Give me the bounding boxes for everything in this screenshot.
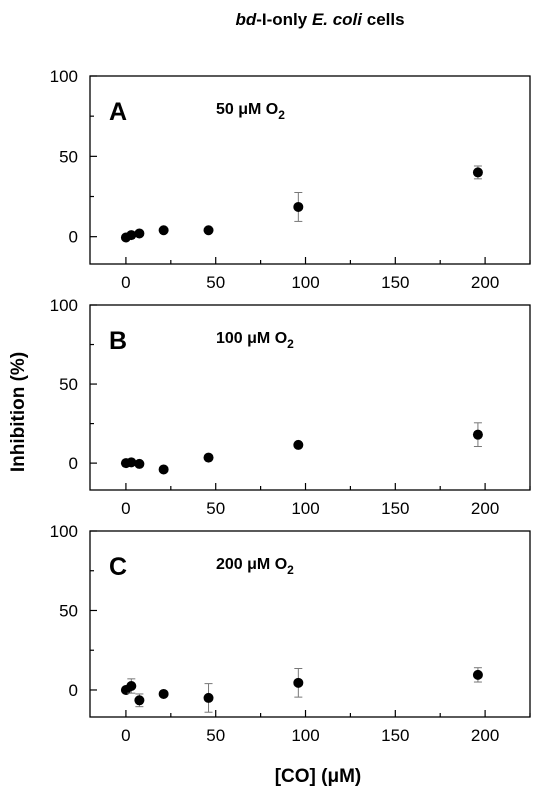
- o2-annotation: 50 μM O2: [216, 101, 285, 122]
- y-tick-label: 0: [69, 454, 78, 473]
- x-tick-label: 200: [471, 726, 499, 745]
- data-point: [158, 225, 169, 236]
- plot-frame: [89, 304, 531, 491]
- x-tick-label: 50: [206, 499, 225, 518]
- panel-letter: B: [109, 327, 127, 355]
- y-tick-label: 50: [59, 601, 78, 620]
- data-point: [134, 695, 145, 706]
- data-point: [293, 201, 304, 212]
- data-point: [158, 688, 169, 699]
- o2-annotation-text: 200 μM O: [216, 556, 287, 573]
- data-point: [293, 677, 304, 688]
- o2-annotation-text: 50 μM O: [216, 101, 278, 118]
- y-tick-label: 100: [50, 67, 78, 86]
- x-tick-label: 100: [291, 726, 319, 745]
- data-point: [203, 452, 214, 463]
- x-tick-label: 50: [206, 726, 225, 745]
- data-point: [126, 230, 137, 241]
- data-point: [472, 669, 483, 680]
- data-point: [472, 167, 483, 178]
- figure-title: bd-I-only E. coli cells: [235, 10, 404, 29]
- o2-annotation-text: 100 μM O: [216, 330, 287, 347]
- panel-a: 0 50 100 0 50 100 150 200 A 50 μM O2: [50, 67, 531, 292]
- data-point: [126, 457, 137, 468]
- data-point: [134, 228, 145, 239]
- x-tick-label: 200: [471, 273, 499, 292]
- title-part-bd: bd: [235, 10, 256, 29]
- x-tick-label: 100: [291, 499, 319, 518]
- data-point: [203, 225, 214, 236]
- o2-subscript: 2: [278, 108, 285, 122]
- x-tick-label: 0: [121, 273, 130, 292]
- x-tick-label: 50: [206, 273, 225, 292]
- y-tick-label: 100: [50, 522, 78, 541]
- o2-subscript: 2: [287, 337, 294, 351]
- panel-letter: C: [109, 553, 127, 581]
- x-tick-label: 0: [121, 499, 130, 518]
- y-tick-label: 50: [59, 147, 78, 166]
- x-tick-label: 0: [121, 726, 130, 745]
- data-point: [126, 681, 137, 691]
- x-axis-label: [CO] (μM): [275, 766, 362, 787]
- panel-b: 0 50 100 0 50 100 150 200 B 100 μM O2: [50, 296, 531, 518]
- data-point: [134, 458, 145, 469]
- data-point: [203, 692, 214, 703]
- o2-annotation: 100 μM O2: [216, 330, 294, 351]
- x-tick-label: 150: [381, 726, 409, 745]
- x-tick-label: 100: [291, 273, 319, 292]
- y-tick-label: 0: [69, 228, 78, 247]
- plot-frame: [89, 530, 531, 718]
- y-tick-label: 0: [69, 681, 78, 700]
- data-point: [158, 464, 169, 475]
- x-tick-label: 150: [381, 499, 409, 518]
- y-axis-label: Inhibition (%): [8, 352, 29, 472]
- x-tick-label: 200: [471, 499, 499, 518]
- title-part-ecoli: E. coli: [312, 10, 363, 29]
- y-tick-label: 50: [59, 375, 78, 394]
- o2-annotation: 200 μM O2: [216, 556, 294, 577]
- o2-subscript: 2: [287, 563, 294, 577]
- panel-letter: A: [109, 98, 127, 126]
- y-tick-label: 100: [50, 296, 78, 315]
- plot-frame: [89, 75, 531, 265]
- title-part-cells: cells: [362, 10, 405, 29]
- x-tick-label: 150: [381, 273, 409, 292]
- data-point: [293, 439, 304, 450]
- data-point: [472, 429, 483, 440]
- panel-c: 0 50 100 0 50 100 150 200 C 200 μM O2: [50, 522, 531, 745]
- title-part-only: -I-only: [256, 10, 312, 29]
